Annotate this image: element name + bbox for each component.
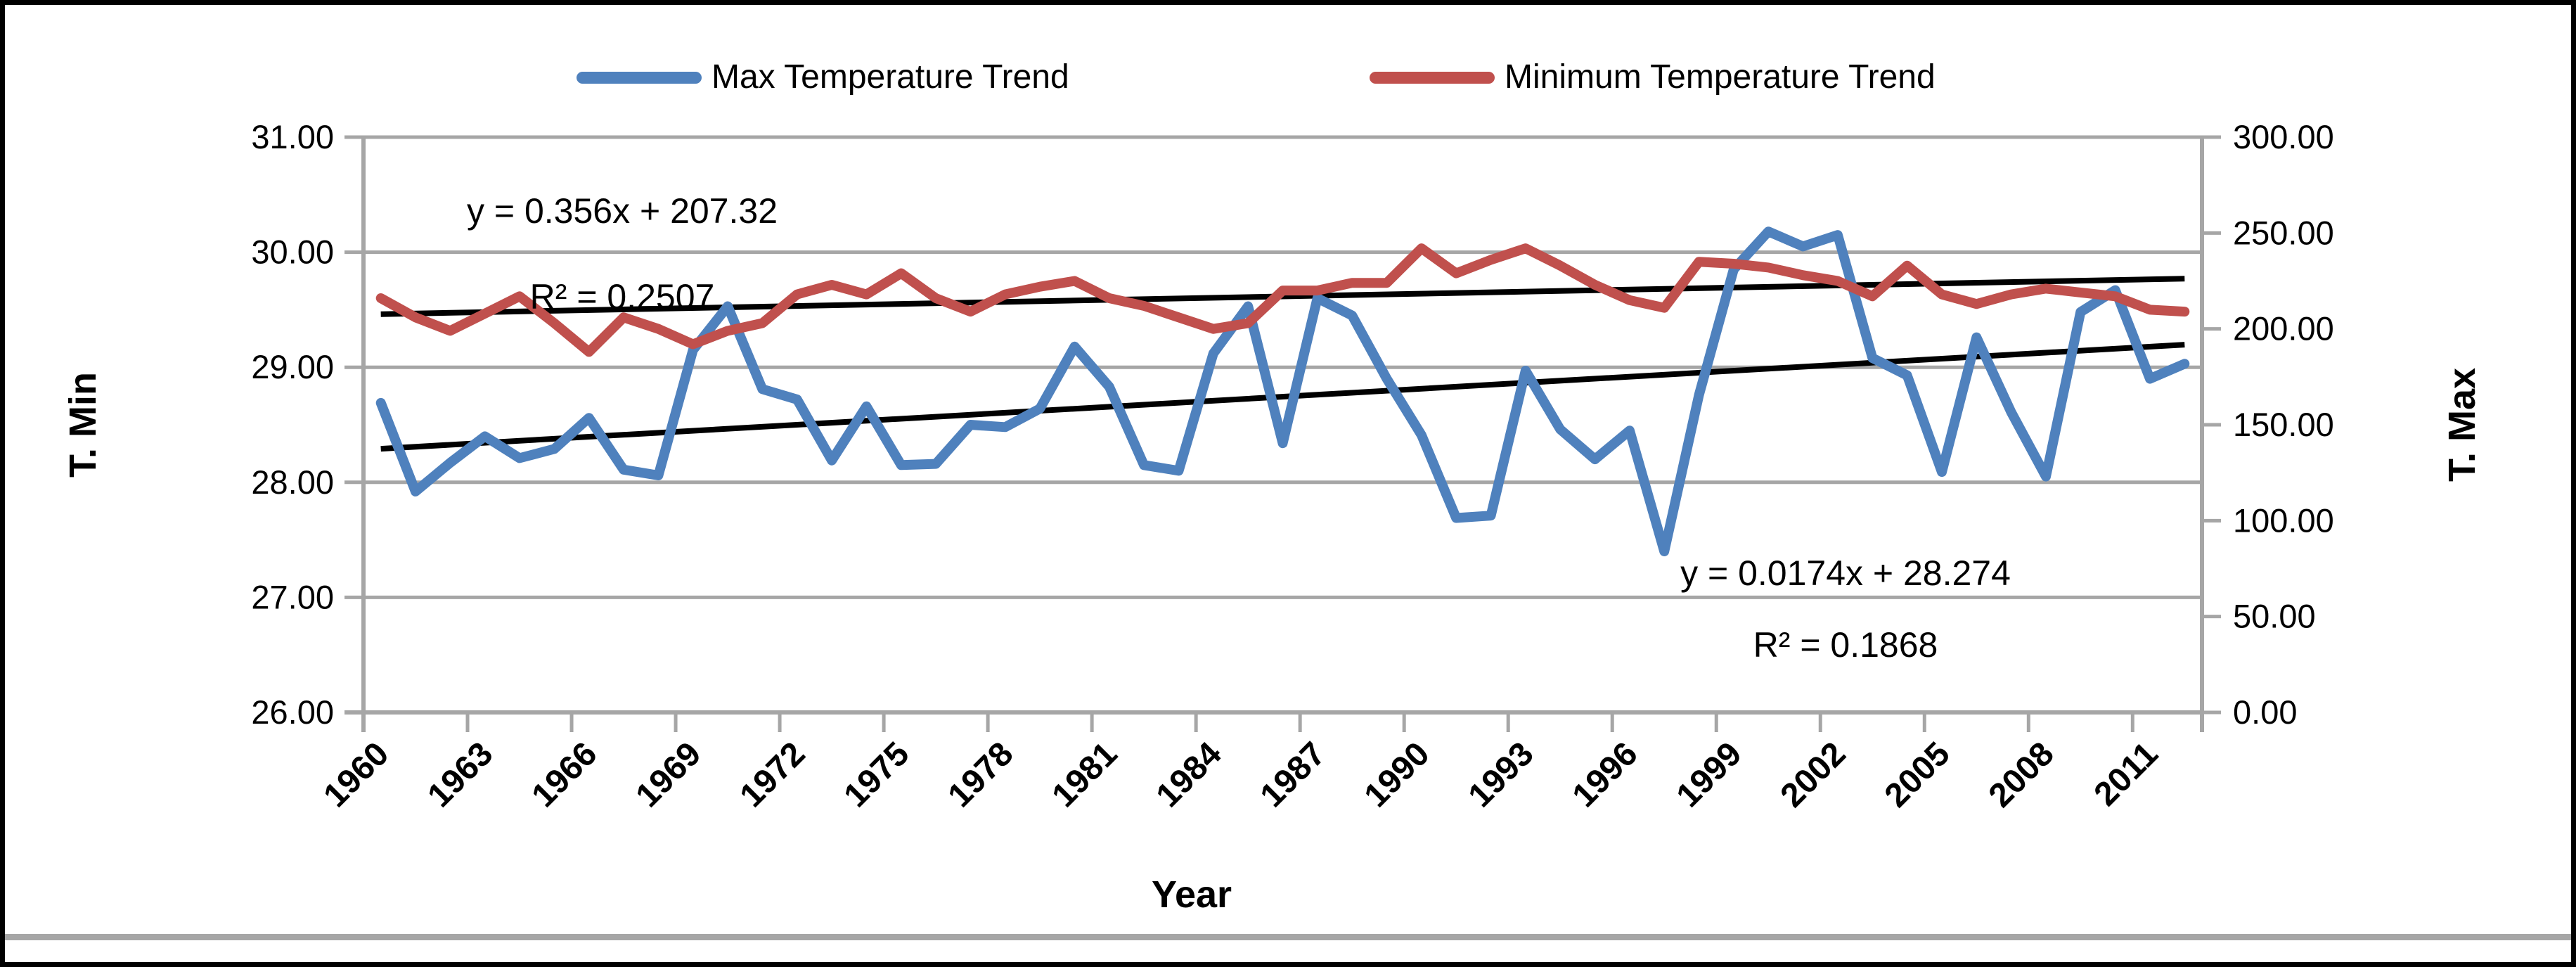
svg-text:2002: 2002 (1774, 735, 1853, 814)
legend-label: Minimum Temperature Trend (1505, 58, 1936, 96)
svg-text:30.00: 30.00 (251, 233, 334, 271)
min-trend-equation: y = 0.356x + 207.32 (466, 191, 778, 231)
max-trend-equation: y = 0.0174x + 28.274 (1680, 553, 2011, 593)
svg-text:31.00: 31.00 (251, 118, 334, 155)
svg-text:1999: 1999 (1670, 735, 1749, 814)
svg-text:1996: 1996 (1566, 735, 1645, 814)
x-axis-ticks-labels: 1960 1963 1966 1969 1972 1975 1978 1981 1984 1987… (316, 712, 2165, 814)
svg-text:250.00: 250.00 (2233, 214, 2334, 251)
svg-text:1966: 1966 (525, 735, 605, 814)
svg-text:28.00: 28.00 (251, 463, 334, 501)
right-axis-ticks-labels: 0.00 50.00 100.00 150.00 200.00 250.00 300.00 (2202, 118, 2334, 731)
svg-text:2008: 2008 (1982, 735, 2061, 814)
right-axis-title: T. Max (2441, 367, 2483, 482)
svg-text:1990: 1990 (1358, 735, 1437, 814)
svg-text:100.00: 100.00 (2233, 501, 2334, 539)
min-trend-r2: R² = 0.2507 (529, 277, 715, 316)
svg-text:300.00: 300.00 (2233, 118, 2334, 155)
svg-text:1993: 1993 (1462, 735, 1541, 814)
left-axis-ticks-labels: 26.00 27.00 28.00 29.00 30.00 31.00 (251, 118, 363, 731)
series-line-0 (375, 226, 2190, 556)
axis-lines (344, 137, 2204, 732)
chart-bottom-border (5, 934, 2571, 940)
svg-text:29.00: 29.00 (251, 348, 334, 385)
svg-text:150.00: 150.00 (2233, 406, 2334, 443)
svg-text:2011: 2011 (2087, 735, 2165, 813)
x-axis-title: Year (1151, 873, 1232, 916)
max-trend-r2: R² = 0.1868 (1753, 625, 1938, 665)
series-line-1 (375, 243, 2190, 357)
legend-item-minimum-temperature: Minimum Temperature Trend (1370, 58, 1936, 97)
svg-text:1975: 1975 (837, 735, 917, 814)
max-temperature-legend-dash-icon (577, 71, 702, 84)
minimum-temperature-legend-dash-icon (1370, 71, 1495, 84)
svg-text:1984: 1984 (1149, 735, 1229, 814)
svg-text:1978: 1978 (941, 735, 1021, 814)
svg-text:26.00: 26.00 (251, 693, 334, 731)
svg-text:0.00: 0.00 (2233, 693, 2297, 731)
svg-text:27.00: 27.00 (251, 578, 334, 615)
svg-text:2005: 2005 (1878, 735, 1957, 814)
svg-text:50.00: 50.00 (2233, 598, 2316, 635)
svg-text:1963: 1963 (420, 735, 500, 814)
svg-text:200.00: 200.00 (2233, 310, 2334, 347)
svg-text:1981: 1981 (1045, 735, 1125, 814)
svg-text:1987: 1987 (1254, 735, 1333, 814)
left-axis-title: T. Min (62, 372, 104, 478)
svg-text:1960: 1960 (316, 735, 396, 814)
svg-text:1972: 1972 (733, 735, 813, 814)
legend-item-max-temperature: Max Temperature Trend (577, 58, 1069, 97)
svg-text:1969: 1969 (629, 735, 709, 814)
legend-label: Max Temperature Trend (711, 58, 1069, 96)
